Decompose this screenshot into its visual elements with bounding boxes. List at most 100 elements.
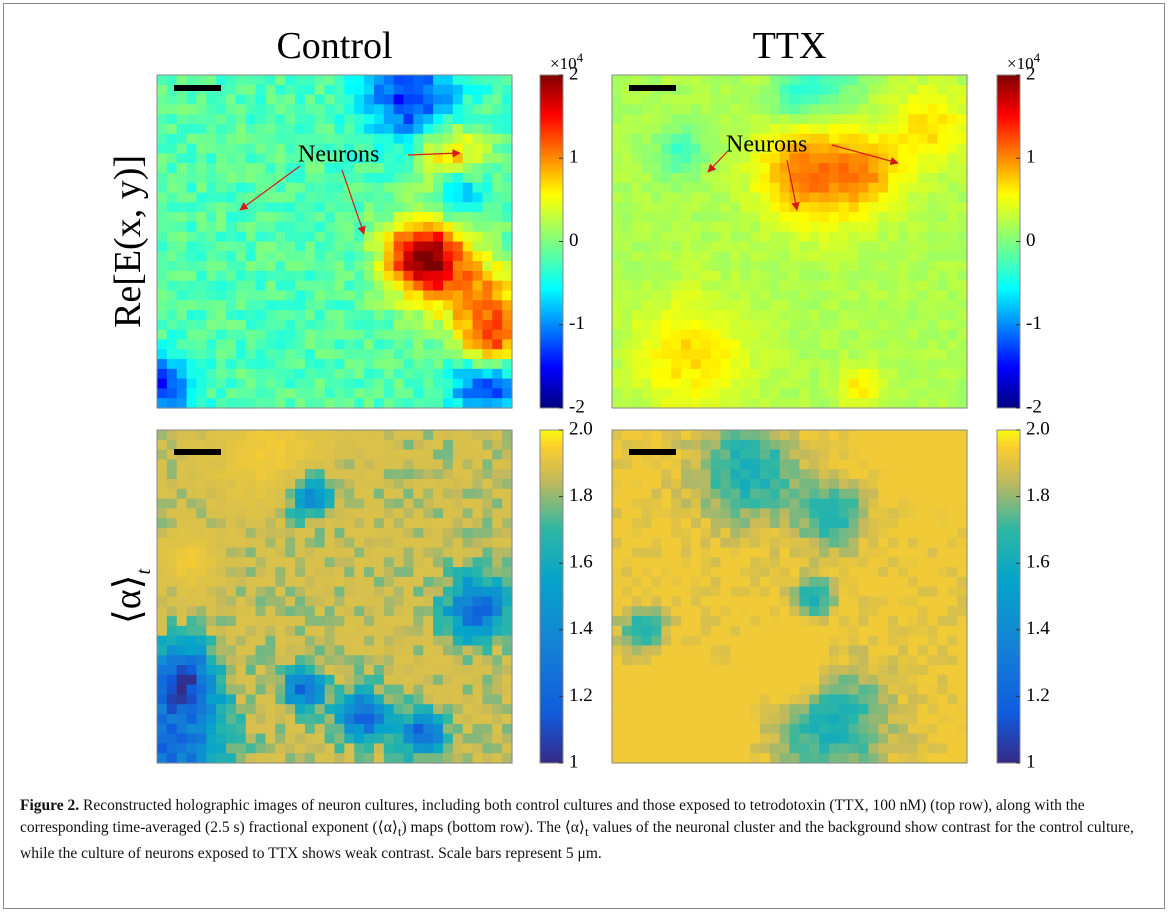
- heatmap-cell: [206, 518, 216, 528]
- heatmap-cell: [265, 388, 275, 398]
- heatmap-cell: [167, 379, 177, 389]
- heatmap-cell: [760, 85, 770, 95]
- heatmap-cell: [423, 349, 433, 359]
- heatmap-cell: [344, 645, 354, 655]
- heatmap-cell: [957, 300, 967, 310]
- heatmap-cell: [849, 724, 859, 734]
- heatmap-cell: [453, 626, 463, 636]
- heatmap-cell: [453, 320, 463, 330]
- heatmap-cell: [888, 636, 898, 646]
- heatmap-cell: [651, 261, 661, 271]
- heatmap-cell: [642, 675, 652, 685]
- heatmap-cell: [661, 459, 671, 469]
- heatmap-cell: [473, 251, 483, 261]
- heatmap-cell: [453, 479, 463, 489]
- heatmap-cell: [671, 242, 681, 252]
- heatmap-cell: [957, 163, 967, 173]
- heatmap-cell: [394, 616, 404, 626]
- heatmap-cell: [661, 528, 671, 538]
- heatmap-cell: [790, 212, 800, 222]
- heatmap-cell: [760, 379, 770, 389]
- heatmap-cell: [908, 271, 918, 281]
- heatmap-cell: [433, 479, 443, 489]
- heatmap-cell: [928, 499, 938, 509]
- heatmap-cell: [216, 675, 226, 685]
- heatmap-cell: [691, 183, 701, 193]
- heatmap-cell: [246, 339, 256, 349]
- heatmap-cell: [730, 271, 740, 281]
- heatmap-cell: [750, 479, 760, 489]
- heatmap-cell: [423, 704, 433, 714]
- heatmap-cell: [908, 714, 918, 724]
- heatmap-cell: [167, 655, 177, 665]
- heatmap-cell: [612, 369, 622, 379]
- heatmap-cell: [473, 528, 483, 538]
- heatmap-cell: [305, 369, 315, 379]
- heatmap-cell: [196, 577, 206, 587]
- heatmap-cell: [701, 685, 711, 695]
- heatmap-cell: [632, 459, 642, 469]
- heatmap-cell: [790, 626, 800, 636]
- heatmap-cell: [246, 271, 256, 281]
- heatmap-cell: [790, 85, 800, 95]
- heatmap-cell: [918, 743, 928, 753]
- heatmap-cell: [384, 587, 394, 597]
- heatmap-cell: [226, 587, 236, 597]
- heatmap-cell: [898, 330, 908, 340]
- heatmap-cell: [730, 202, 740, 212]
- heatmap-cell: [701, 95, 711, 105]
- heatmap-cell: [878, 538, 888, 548]
- heatmap-cell: [711, 261, 721, 271]
- heatmap-cell: [908, 320, 918, 330]
- heatmap-cell: [404, 704, 414, 714]
- heatmap-cell: [799, 104, 809, 114]
- heatmap-cell: [937, 548, 947, 558]
- heatmap-cell: [878, 489, 888, 499]
- heatmap-cell: [790, 508, 800, 518]
- heatmap-cell: [196, 714, 206, 724]
- heatmap-cell: [632, 222, 642, 232]
- heatmap-cell: [711, 349, 721, 359]
- heatmap-cell: [275, 349, 285, 359]
- heatmap-cell: [957, 85, 967, 95]
- heatmap-cell: [908, 450, 918, 460]
- heatmap-cell: [285, 714, 295, 724]
- heatmap-cell: [236, 489, 246, 499]
- heatmap-cell: [256, 440, 266, 450]
- heatmap-cell: [651, 339, 661, 349]
- heatmap-cell: [196, 349, 206, 359]
- heatmap-cell: [315, 114, 325, 124]
- heatmap-cell: [236, 548, 246, 558]
- heatmap-cell: [453, 528, 463, 538]
- heatmap-cell: [265, 95, 275, 105]
- heatmap-cell: [809, 163, 819, 173]
- heatmap-cell: [305, 183, 315, 193]
- heatmap-cell: [157, 183, 167, 193]
- heatmap-cell: [740, 734, 750, 744]
- heatmap-cell: [622, 271, 632, 281]
- heatmap-cell: [947, 459, 957, 469]
- heatmap-cell: [335, 349, 345, 359]
- heatmap-cell: [305, 212, 315, 222]
- heatmap-cell: [612, 636, 622, 646]
- heatmap-cell: [285, 173, 295, 183]
- heatmap-cell: [612, 173, 622, 183]
- heatmap-cell: [216, 193, 226, 203]
- heatmap-cell: [404, 183, 414, 193]
- heatmap-cell: [622, 499, 632, 509]
- heatmap-cell: [622, 685, 632, 695]
- heatmap-cell: [671, 75, 681, 85]
- heatmap-cell: [335, 597, 345, 607]
- heatmap-cell: [888, 655, 898, 665]
- heatmap-cell: [384, 183, 394, 193]
- heatmap-cell: [157, 153, 167, 163]
- heatmap-cell: [839, 271, 849, 281]
- heatmap-cell: [463, 616, 473, 626]
- heatmap-cell: [632, 114, 642, 124]
- heatmap-cell: [265, 440, 275, 450]
- heatmap-cell: [196, 202, 206, 212]
- heatmap-cell: [780, 242, 790, 252]
- heatmap-cell: [849, 173, 859, 183]
- heatmap-cell: [622, 222, 632, 232]
- heatmap-cell: [374, 320, 384, 330]
